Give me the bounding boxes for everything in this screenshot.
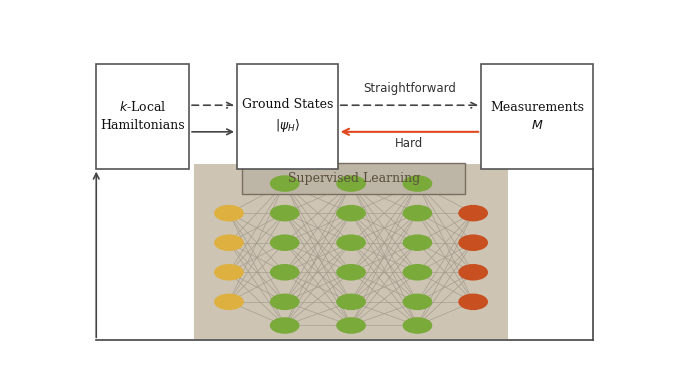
Text: Straightforward: Straightforward [363, 82, 456, 95]
Circle shape [458, 205, 488, 222]
Circle shape [270, 264, 299, 281]
FancyBboxPatch shape [481, 64, 593, 169]
Circle shape [270, 234, 299, 251]
Circle shape [336, 317, 366, 334]
Circle shape [214, 234, 244, 251]
Circle shape [214, 205, 244, 222]
Circle shape [403, 317, 432, 334]
Circle shape [270, 293, 299, 310]
Text: Hard: Hard [395, 137, 423, 150]
Circle shape [214, 264, 244, 281]
Circle shape [336, 175, 366, 192]
Text: Measurements
$M$: Measurements $M$ [490, 101, 584, 132]
Circle shape [270, 317, 299, 334]
Circle shape [403, 205, 432, 222]
Circle shape [458, 293, 488, 310]
Circle shape [214, 293, 244, 310]
Circle shape [458, 234, 488, 251]
Text: Ground States
$|\psi_H\rangle$: Ground States $|\psi_H\rangle$ [242, 98, 333, 134]
Circle shape [403, 293, 432, 310]
Circle shape [336, 293, 366, 310]
Circle shape [270, 205, 299, 222]
FancyBboxPatch shape [96, 64, 189, 169]
Circle shape [403, 234, 432, 251]
Circle shape [270, 175, 299, 192]
FancyBboxPatch shape [195, 164, 508, 339]
Circle shape [403, 175, 432, 192]
Circle shape [458, 264, 488, 281]
Circle shape [336, 205, 366, 222]
FancyBboxPatch shape [237, 64, 338, 169]
FancyBboxPatch shape [242, 163, 465, 194]
Circle shape [336, 264, 366, 281]
Circle shape [403, 264, 432, 281]
Text: Supervised Learning: Supervised Learning [288, 172, 420, 185]
Circle shape [336, 234, 366, 251]
Text: $k$-Local
Hamiltonians: $k$-Local Hamiltonians [101, 100, 185, 132]
